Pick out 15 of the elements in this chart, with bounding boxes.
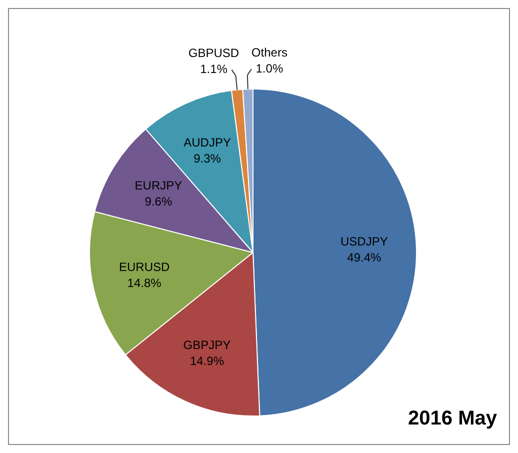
data-label: 1.0%: [256, 61, 284, 76]
data-label: 49.4%: [347, 250, 382, 265]
slice-label: USDJPY: [340, 234, 388, 249]
slice-label: AUDJPY: [184, 135, 231, 150]
data-label: 9.3%: [194, 151, 222, 166]
slice-label: EURJPY: [134, 178, 182, 192]
data-label: 14.9%: [190, 354, 224, 368]
text: 2016 May: [408, 408, 498, 430]
slice-label: GBPJPY: [183, 338, 231, 352]
data-label: 1.1%: [200, 62, 228, 76]
data-label: 14.8%: [127, 276, 162, 290]
slice-label: Others: [251, 45, 288, 60]
slice-label: EURUSD: [118, 260, 170, 274]
data-label: 9.6%: [144, 194, 172, 208]
slice-label: GBPUSD: [188, 46, 240, 60]
